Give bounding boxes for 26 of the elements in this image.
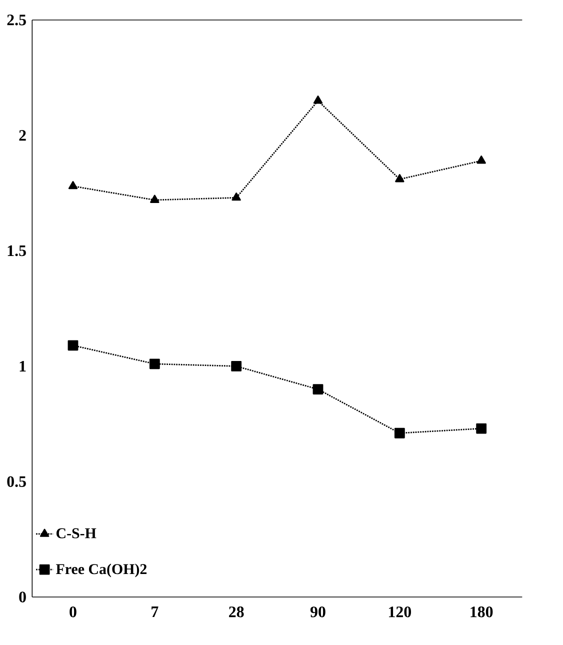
y-tick-label: 1 [20,360,26,372]
legend-label: C-S-H [56,528,96,538]
point [68,340,78,351]
legend-label: Free Ca(OH)2 [56,564,147,578]
point [476,156,486,164]
y-tick-label: 0.5 [7,476,26,488]
point [68,180,78,190]
point [150,194,160,203]
x-tick-label: 90 [310,606,326,618]
point [476,423,487,434]
x-tick-label: 7 [152,606,158,617]
point [395,174,404,182]
x-tick-label: 180 [470,606,493,618]
x-tick-label: 0 [70,606,76,618]
point [231,360,242,372]
point [394,428,405,438]
x-tick-label: 120 [388,606,412,618]
y-tick-label: 2 [19,130,26,141]
y-tick-label: 1.5 [8,245,26,256]
point [313,96,323,104]
y-tick-label: 0 [19,592,26,602]
point [312,384,324,394]
y-tick-label: 2.5 [7,14,26,26]
point [232,192,241,201]
x-tick-label: 28 [229,606,244,618]
point [149,358,160,370]
